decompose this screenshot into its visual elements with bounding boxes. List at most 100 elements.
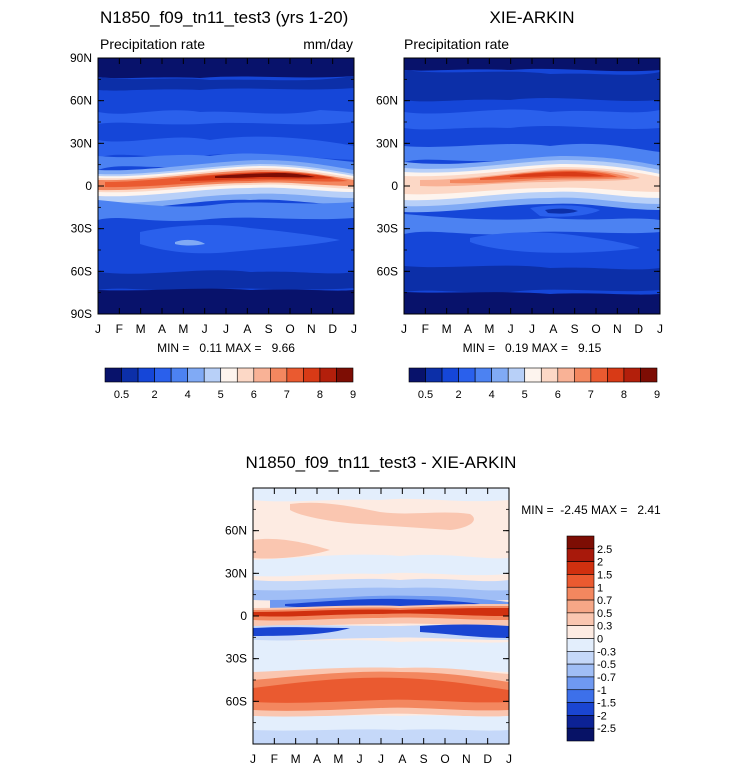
colorbar-swatch	[566, 702, 595, 716]
y-tick-label: 30S	[226, 652, 247, 666]
x-tick-label: J	[351, 322, 357, 336]
colorbar-label: -0.3	[597, 646, 616, 658]
colorbar-label: 0.3	[597, 621, 612, 633]
colorbar-swatch	[566, 535, 595, 550]
colorbar-swatch	[640, 367, 658, 383]
colorbar-label: -2	[597, 710, 607, 722]
colorbar-label: 8	[317, 389, 323, 401]
x-tick-label: A	[464, 322, 472, 336]
colorbar-label: 0.7	[597, 595, 612, 607]
x-tick-label: J	[223, 322, 229, 336]
x-tick-label: F	[422, 322, 429, 336]
colorbar-swatch	[253, 367, 271, 383]
x-tick-label: N	[307, 322, 316, 336]
colorbar-swatch	[566, 651, 595, 665]
obs-y-axis: 60N 30N 0 30S 60S	[376, 57, 660, 315]
colorbar-swatch	[170, 367, 188, 383]
colorbar-label: 7	[284, 389, 290, 401]
x-tick-label: S	[571, 322, 579, 336]
colorbar-label: 1	[597, 582, 603, 594]
colorbar-swatch	[566, 663, 595, 678]
colorbar-swatch	[474, 367, 492, 383]
colorbar-swatch	[566, 586, 595, 601]
colorbar-swatch	[566, 715, 595, 729]
colorbar-swatch	[507, 367, 526, 383]
diff-stats: MIN = -2.45 MAX = 2.41	[521, 503, 661, 517]
x-tick-label: O	[440, 752, 449, 766]
colorbar-swatch	[336, 367, 354, 383]
x-tick-label: D	[328, 322, 337, 336]
y-tick-label: 30N	[70, 136, 92, 150]
colorbar-label: 9	[350, 389, 356, 401]
colorbar-label: 2	[597, 557, 603, 569]
colorbar-label: -2.5	[597, 723, 616, 735]
colorbar-swatch	[441, 367, 459, 383]
x-tick-label: J	[202, 322, 208, 336]
diff-contour-field	[253, 488, 509, 744]
colorbar-swatch	[574, 367, 592, 383]
colorbar-swatch	[154, 367, 172, 383]
colorbar-label: 9	[654, 389, 660, 401]
colorbar-label: 0.5	[597, 608, 612, 620]
colorbar-label: 6	[555, 389, 561, 401]
colorbar-swatch	[566, 612, 595, 626]
obs-subtitle-left: Precipitation rate	[404, 36, 509, 52]
x-tick-label: A	[313, 752, 321, 766]
colorbar-swatch	[491, 367, 509, 383]
colorbar-label: 2.5	[597, 544, 612, 556]
colorbar-label: 2	[456, 389, 462, 401]
colorbar-swatch	[566, 689, 595, 703]
colorbar-label: 0.5	[418, 389, 433, 401]
x-tick-label: J	[95, 322, 101, 336]
colorbar-swatch	[566, 727, 595, 742]
colorbar-swatch	[319, 367, 337, 383]
colorbar-swatch	[458, 367, 476, 383]
y-tick-label: 0	[85, 179, 92, 193]
x-tick-label: J	[506, 752, 512, 766]
model-title: N1850_f09_tn11_test3 (yrs 1-20)	[100, 8, 348, 27]
x-tick-label: J	[357, 752, 363, 766]
colorbar-swatch	[590, 367, 608, 383]
colorbar-swatch	[270, 367, 288, 383]
obs-contour-field	[404, 58, 660, 314]
colorbar-label: 5	[218, 389, 224, 401]
colorbar-swatch	[286, 367, 304, 383]
diff-panel: N1850_f09_tn11_test3 - XIE-ARKIN J	[225, 453, 661, 766]
x-tick-label: M	[442, 322, 452, 336]
colorbar-label: 1.5	[597, 569, 612, 581]
x-tick-label: S	[420, 752, 428, 766]
colorbar-swatch	[425, 367, 443, 383]
colorbar-label: -0.5	[597, 659, 616, 671]
y-tick-label: 60N	[376, 94, 398, 108]
colorbar-swatch	[566, 599, 595, 614]
obs-stats: MIN = 0.19 MAX = 9.15	[463, 341, 602, 355]
x-tick-label: J	[529, 322, 535, 336]
colorbar-swatch	[623, 367, 641, 383]
colorbar-swatch	[187, 367, 205, 383]
colorbar-swatch	[540, 367, 559, 383]
diff-y-axis: 60N 30N 0 30S 60S	[225, 487, 509, 745]
colorbar-swatch	[104, 367, 122, 383]
colorbar-swatch	[236, 367, 255, 383]
colorbar-swatch	[203, 367, 222, 383]
x-tick-label: A	[549, 322, 557, 336]
y-tick-label: 30S	[71, 222, 92, 236]
model-contour-field	[98, 58, 354, 314]
diff-title: N1850_f09_tn11_test3 - XIE-ARKIN	[246, 453, 517, 472]
x-tick-label: J	[401, 322, 407, 336]
x-tick-label: D	[483, 752, 492, 766]
model-y-axis: 90N 60N 30N 0 30S 60S 90S	[70, 51, 354, 321]
x-tick-label: A	[243, 322, 251, 336]
colorbar-swatch	[303, 367, 321, 383]
x-tick-label: M	[178, 322, 188, 336]
colorbar-swatch	[408, 367, 426, 383]
y-tick-label: 30N	[376, 136, 398, 150]
x-tick-label: M	[136, 322, 146, 336]
colorbar-swatch	[566, 625, 595, 639]
y-tick-label: 0	[391, 179, 398, 193]
colorbar-swatch	[220, 367, 238, 383]
